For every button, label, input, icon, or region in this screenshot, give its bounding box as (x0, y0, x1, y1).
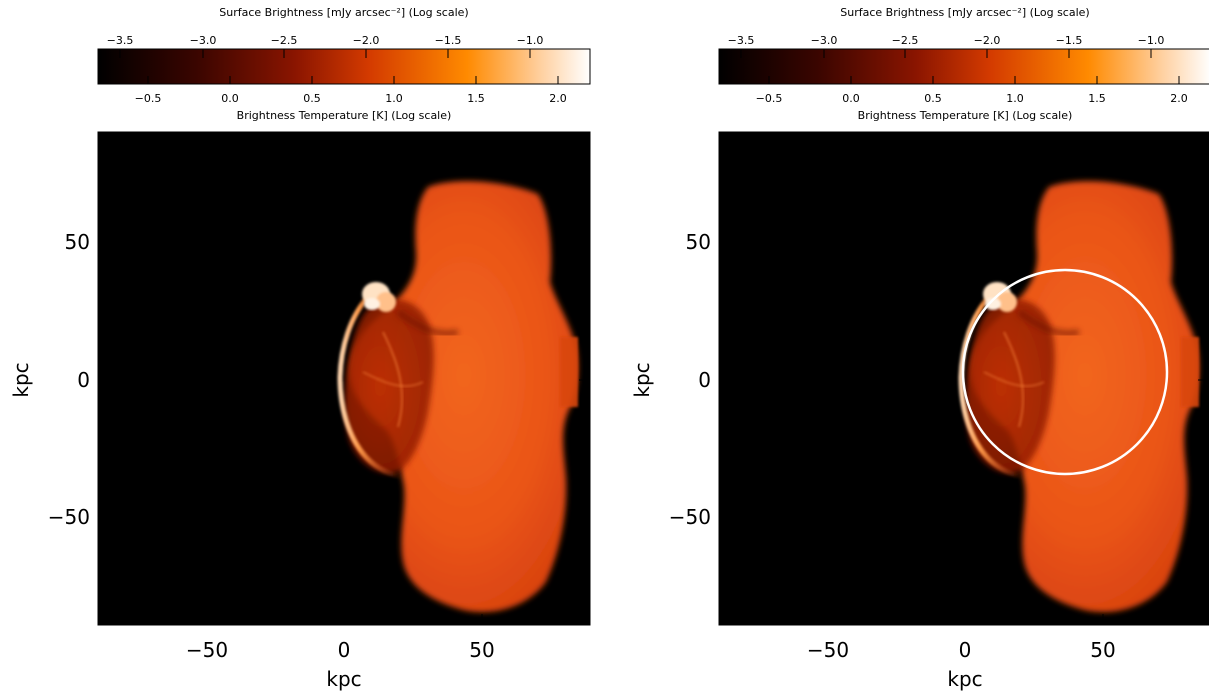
right-cb-top-tick: −3.5 (728, 34, 755, 47)
right-cb-top-tick: −1.0 (1138, 34, 1165, 47)
right-colorbar-bottom-ticks: −0.5 0.0 0.5 1.0 1.5 2.0 (756, 92, 1188, 105)
right-cb-top-tick: −1.5 (1056, 34, 1083, 47)
left-colorbar-top-title: Surface Brightness [mJy arcsec⁻²] (Log s… (219, 6, 468, 19)
overlay-circle (961, 268, 1169, 476)
left-x-tick-label: −50 (186, 638, 228, 662)
right-cb-bottom-tick: −0.5 (756, 92, 783, 105)
right-colorbar-top-title: Surface Brightness [mJy arcsec⁻²] (Log s… (840, 6, 1089, 19)
left-colorbar-bottom-title: Brightness Temperature [K] (Log scale) (237, 109, 452, 122)
right-x-tick-label: 50 (1090, 638, 1115, 662)
left-cb-bottom-tick: 1.5 (467, 92, 485, 105)
left-cb-bottom-tick: −0.5 (135, 92, 162, 105)
right-cb-bottom-tick: 0.0 (842, 92, 860, 105)
left-colorbar-gradient (97, 48, 591, 85)
right-cb-bottom-tick: 1.5 (1088, 92, 1106, 105)
left-y-axis-label: kpc (9, 362, 33, 397)
left-y-tick-label: 0 (77, 368, 90, 392)
left-cb-bottom-tick: 1.0 (385, 92, 403, 105)
right-cb-top-tick: −2.5 (892, 34, 919, 47)
left-cb-top-tick: −3.5 (107, 34, 134, 47)
left-axis-tickmarks (98, 132, 590, 625)
left-colorbar: Surface Brightness [mJy arcsec⁻²] (Log s… (97, 6, 591, 122)
right-panel: Surface Brightness [mJy arcsec⁻²] (Log s… (630, 6, 1209, 691)
left-y-tick-label: −50 (48, 505, 90, 529)
right-y-axis-label: kpc (630, 362, 654, 397)
right-cb-top-tick: −2.0 (974, 34, 1001, 47)
right-y-tick-label: −50 (669, 505, 711, 529)
left-x-axis-label: kpc (326, 667, 361, 691)
left-cb-top-tick: −1.0 (517, 34, 544, 47)
left-panel: Surface Brightness [mJy arcsec⁻²] (Log s… (9, 6, 590, 691)
right-y-tick-label: 0 (698, 368, 711, 392)
left-x-tick-label: 0 (338, 638, 351, 662)
right-colorbar-tickmarks (740, 49, 1180, 84)
left-simulation-image (98, 132, 590, 625)
left-y-tick-label: 50 (65, 230, 90, 254)
right-x-tick-label: −50 (807, 638, 849, 662)
right-cb-top-tick: −3.0 (811, 34, 838, 47)
right-cb-bottom-tick: 2.0 (1170, 92, 1188, 105)
left-x-tick-label: 50 (469, 638, 494, 662)
right-axis-tickmarks (719, 132, 1209, 625)
right-x-tick-label: 0 (959, 638, 972, 662)
left-colorbar-bottom-ticks: −0.5 0.0 0.5 1.0 1.5 2.0 (135, 92, 567, 105)
right-x-axis-label: kpc (947, 667, 982, 691)
left-cb-top-tick: −2.0 (353, 34, 380, 47)
left-cb-bottom-tick: 2.0 (549, 92, 567, 105)
left-cb-top-tick: −2.5 (271, 34, 298, 47)
left-colorbar-top-ticks: −3.5 −3.0 −2.5 −2.0 −1.5 −1.0 (107, 34, 544, 47)
right-colorbar-top-ticks: −3.5 −3.0 −2.5 −2.0 −1.5 −1.0 (728, 34, 1165, 47)
left-colorbar-tickmarks (119, 49, 559, 84)
left-cb-top-tick: −3.0 (190, 34, 217, 47)
left-cb-bottom-tick: 0.0 (221, 92, 239, 105)
right-cb-bottom-tick: 0.5 (924, 92, 942, 105)
left-cb-top-tick: −1.5 (435, 34, 462, 47)
left-cb-bottom-tick: 0.5 (303, 92, 321, 105)
right-colorbar-bottom-title: Brightness Temperature [K] (Log scale) (858, 109, 1073, 122)
right-cb-bottom-tick: 1.0 (1006, 92, 1024, 105)
right-colorbar-gradient (718, 48, 1209, 85)
right-y-tick-label: 50 (686, 230, 711, 254)
right-colorbar: Surface Brightness [mJy arcsec⁻²] (Log s… (718, 6, 1209, 122)
right-plot-frame (718, 131, 1209, 626)
